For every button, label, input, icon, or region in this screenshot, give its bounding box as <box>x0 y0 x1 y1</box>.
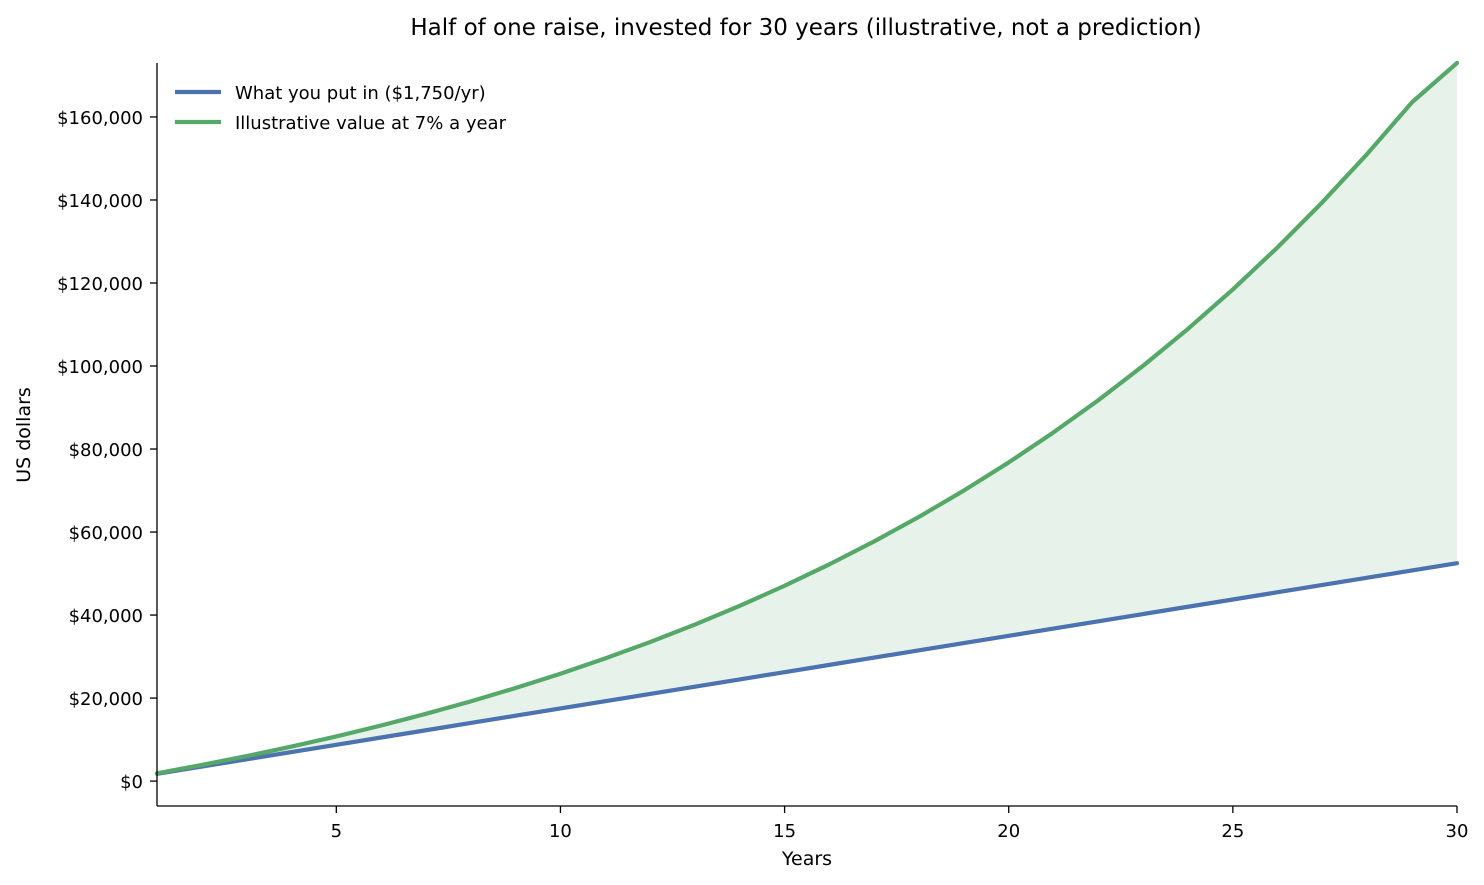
y-ticks: $0 $20,000 $40,000 $60,000 $80,000 $100,000 $1… <box>57 108 157 793</box>
series-line-2 <box>154 60 1460 776</box>
series-line-1 <box>154 561 1460 776</box>
legend-label-2: Illustrative value at 7% a year <box>235 113 507 134</box>
x-tick-label: 10 <box>549 821 572 842</box>
chart-title: Half of one raise, invested for 30 years… <box>410 15 1201 41</box>
plot-lines <box>154 60 1460 776</box>
legend-label-1: What you put in ($1,750/yr) <box>235 83 486 104</box>
fill-between-area <box>157 63 1457 774</box>
x-tick-label: 30 <box>1446 821 1469 842</box>
x-tick-label: 15 <box>773 821 796 842</box>
y-tick-label: $140,000 <box>57 191 143 212</box>
y-tick-label: $80,000 <box>69 440 143 461</box>
fill-between <box>157 63 1457 774</box>
legend: What you put in ($1,750/yr) Illustrative … <box>175 83 507 134</box>
y-tick-label: $0 <box>120 772 143 793</box>
x-tick-label: 5 <box>331 821 342 842</box>
x-tick-label: 20 <box>997 821 1020 842</box>
x-ticks: 5 10 15 20 25 30 <box>331 806 1469 842</box>
y-tick-label: $120,000 <box>57 274 143 295</box>
y-axis-label: US dollars <box>13 387 35 483</box>
x-axis-label: Years <box>781 848 832 870</box>
x-tick-label: 25 <box>1221 821 1244 842</box>
y-tick-label: $160,000 <box>57 108 143 129</box>
y-tick-label: $20,000 <box>69 689 143 710</box>
y-tick-label: $100,000 <box>57 357 143 378</box>
y-tick-label: $40,000 <box>69 606 143 627</box>
y-tick-label: $60,000 <box>69 523 143 544</box>
